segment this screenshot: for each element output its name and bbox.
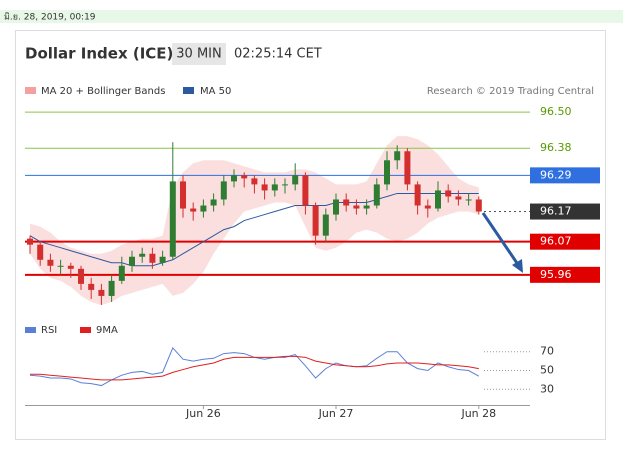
candle-body — [394, 151, 401, 161]
candle-body — [57, 265, 64, 267]
candle-body — [241, 175, 248, 179]
time: 02:25:14 CET — [234, 47, 322, 62]
candle-body — [404, 151, 411, 185]
legend-swatch — [183, 87, 194, 94]
candle-body — [261, 184, 268, 191]
candle-body — [220, 181, 227, 200]
level-label: 96.38 — [540, 141, 572, 154]
candle-body — [159, 256, 166, 263]
candle-body — [118, 265, 125, 281]
interval: 30 MIN — [176, 47, 221, 62]
candle-body — [231, 175, 237, 182]
candle-body — [343, 199, 350, 206]
candle-body — [312, 205, 319, 236]
candle-body — [282, 184, 288, 186]
candle-body — [475, 199, 482, 212]
y-tick-label: 50 — [540, 364, 554, 377]
interval-box — [172, 43, 226, 65]
candle-body — [445, 190, 452, 197]
candle-body — [78, 268, 84, 284]
legend-label: 9MA — [96, 325, 118, 336]
candle-body — [108, 280, 115, 296]
candle-body — [384, 160, 390, 185]
x-tick-label: Jun 28 — [460, 407, 496, 420]
ma-line — [29, 192, 479, 267]
candle-body — [180, 181, 186, 209]
level-label: 96.50 — [540, 105, 572, 118]
level-box — [530, 167, 600, 184]
level-box — [530, 203, 600, 220]
candle-body — [363, 205, 370, 209]
candle-body — [373, 184, 380, 206]
candle-body — [333, 199, 339, 215]
legend-label: MA 50 — [200, 86, 231, 97]
level-label: 96.07 — [540, 235, 572, 248]
candle-body — [47, 259, 54, 266]
candle-body — [200, 205, 207, 212]
arrow — [481, 212, 521, 267]
candle-body — [435, 190, 441, 209]
level-box — [530, 266, 600, 283]
legend-label: MA 20 + Bollinger Bands — [41, 86, 165, 97]
candle-body — [353, 205, 360, 209]
legend-swatch — [80, 327, 91, 333]
candle-body — [414, 184, 421, 206]
timestamp-bar — [0, 10, 623, 23]
timestamp: มิ.ย. 28, 2019, 00:19 — [4, 12, 96, 23]
candle-body — [88, 283, 95, 290]
candle-body — [139, 253, 146, 257]
level-label: 95.96 — [540, 268, 572, 281]
level-box — [530, 233, 600, 250]
candle-body — [271, 184, 278, 191]
candle-body — [67, 265, 74, 269]
y-tick-label: 30 — [540, 382, 554, 395]
candle-body — [98, 289, 105, 296]
candle-body — [129, 256, 135, 266]
rsi-line — [30, 355, 479, 381]
candle-body — [27, 238, 33, 245]
candle-body — [251, 178, 258, 185]
arrow-head — [512, 259, 523, 273]
candle-body — [465, 199, 472, 201]
candle-body — [190, 208, 197, 212]
legend-label: RSI — [41, 325, 57, 336]
chart-title: Dollar Index (ICE) — [25, 45, 173, 63]
candle-body — [149, 253, 156, 263]
candle-body — [37, 244, 44, 260]
y-tick-label: 70 — [540, 345, 554, 358]
legend-swatch — [25, 327, 36, 333]
source: Research © 2019 Trading Central — [427, 86, 594, 97]
candle-body — [424, 205, 431, 209]
x-tick-label: Jun 27 — [318, 407, 354, 420]
candle-body — [292, 175, 299, 185]
level-label: 96.29 — [540, 168, 572, 181]
legend-swatch — [25, 87, 36, 94]
candle-body — [455, 196, 462, 200]
candle-body — [210, 199, 217, 206]
x-tick-label: Jun 26 — [185, 407, 221, 420]
level-label: 96.17 — [540, 205, 572, 218]
candle-body — [322, 214, 329, 236]
candle-body — [169, 181, 176, 257]
candle-body — [302, 175, 309, 206]
